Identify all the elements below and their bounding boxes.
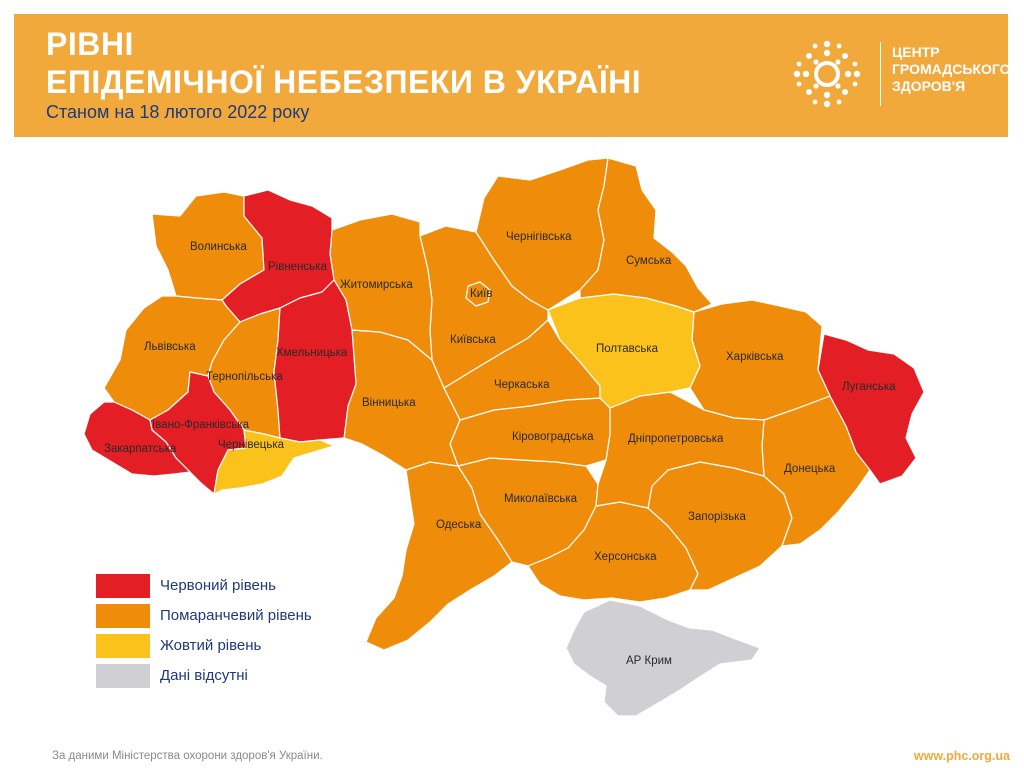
logo-line-3: ЗДОРОВ'Я	[892, 78, 966, 94]
region-crimea[interactable]	[565, 599, 761, 717]
region-ivano-frankivska[interactable]	[149, 371, 247, 495]
region-kyiv[interactable]	[465, 281, 491, 307]
label-crimea: АР Крим	[626, 655, 672, 667]
legend-swatch-gray	[96, 664, 150, 688]
legend-label-orange: Помаранчевий рівень	[160, 607, 312, 624]
label-zhytomyrska: Житомирська	[340, 279, 413, 291]
label-cherkaska: Черкаська	[494, 379, 550, 391]
logo-line-1: ЦЕНТР	[892, 44, 940, 60]
label-chernivetska: Чернівецька	[218, 439, 285, 451]
ukraine-map: Волинська Рівненська Житомирська Чернігі…	[83, 157, 925, 717]
label-chernihivska: Чернігівська	[506, 231, 572, 243]
label-kharkivska: Харківська	[726, 351, 784, 363]
label-luhanska: Луганська	[842, 381, 896, 393]
label-ternopilska: Тернопільська	[206, 371, 283, 383]
label-khersonska: Херсонська	[594, 551, 657, 563]
label-zakarpatska: Закарпатська	[104, 443, 177, 455]
label-kirovohradska: Кіровоградська	[512, 431, 594, 443]
title-line-1: РІВНІ	[46, 26, 134, 62]
legend-label-red: Червоний рівень	[160, 577, 276, 594]
legend-label-yellow: Жовтий рівень	[160, 637, 262, 654]
label-kyiv: Київ	[470, 288, 492, 300]
label-donetska: Донецька	[784, 463, 836, 475]
legend-swatch-yellow	[96, 634, 150, 658]
label-zaporizka: Запорізька	[688, 511, 746, 523]
label-vinnytska: Вінницька	[362, 397, 416, 409]
label-dnipropetrovska: Дніпропетровська	[628, 433, 724, 445]
region-chernivetska[interactable]	[213, 429, 335, 495]
logo-separator	[880, 42, 881, 106]
label-khmelnytska: Хмельницька	[276, 347, 348, 359]
region-luhanska[interactable]	[817, 333, 925, 485]
header-banner: РІВНІ ЕПІДЕМІЧНОЇ НЕБЕЗПЕКИ В УКРАЇНІ Ст…	[14, 14, 1011, 137]
footer-source: За даними Міністерства охорони здоров'я …	[52, 750, 323, 762]
label-mykolaivska: Миколаївська	[504, 493, 578, 505]
region-sumska[interactable]	[579, 157, 713, 313]
logo-text: ЦЕНТР ГРОМАДСЬКОГО ЗДОРОВ'Я	[892, 44, 1011, 95]
label-poltavska: Полтавська	[596, 343, 659, 355]
phc-logo-icon	[793, 40, 861, 108]
label-rivnenska: Рівненська	[268, 261, 327, 273]
label-kyivska: Київська	[450, 334, 496, 346]
legend-swatch-orange	[96, 604, 150, 628]
logo-line-2: ГРОМАДСЬКОГО	[892, 61, 1011, 77]
phc-logo: ЦЕНТР ГРОМАДСЬКОГО ЗДОРОВ'Я	[782, 36, 1011, 116]
title-line-2: ЕПІДЕМІЧНОЇ НЕБЕЗПЕКИ В УКРАЇНІ	[46, 64, 642, 100]
subtitle-date: Станом на 18 лютого 2022 року	[46, 102, 310, 122]
region-khmelnytska[interactable]	[273, 279, 357, 443]
region-zakarpatska[interactable]	[83, 401, 191, 477]
label-odeska: Одеська	[436, 519, 482, 531]
label-volynska: Волинська	[190, 241, 247, 253]
legend-label-gray: Дані відсутні	[160, 667, 248, 684]
label-ivano-frankivska: Івано-Франківська	[152, 419, 250, 431]
region-dnipropetrovska[interactable]	[595, 391, 765, 509]
label-sumska: Сумська	[626, 255, 672, 267]
label-lvivska: Львівська	[144, 341, 196, 353]
legend-swatch-red	[96, 574, 150, 598]
footer-url[interactable]: www.phc.org.ua	[913, 749, 1010, 763]
